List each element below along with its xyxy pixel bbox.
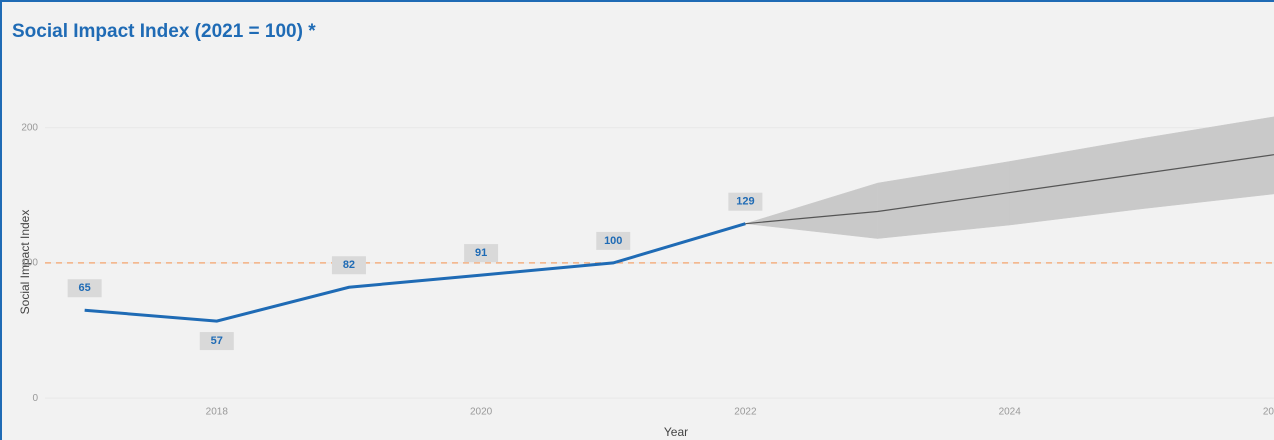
series-line bbox=[84, 222, 746, 323]
data-label: 100 bbox=[604, 235, 622, 247]
data-label: 57 bbox=[211, 335, 223, 347]
y-tick-label: 100 bbox=[21, 258, 38, 269]
data-label: 82 bbox=[343, 259, 355, 271]
label-box bbox=[728, 192, 763, 211]
y-axis-label: Social Impact Index bbox=[18, 210, 32, 315]
label-box bbox=[199, 332, 234, 351]
label-box bbox=[67, 279, 102, 298]
y-tick-label: 200 bbox=[21, 122, 38, 133]
forecast-band bbox=[745, 182, 878, 239]
forecast-band bbox=[1141, 116, 1274, 210]
x-tick-label: 2018 bbox=[206, 407, 229, 418]
label-box bbox=[331, 256, 366, 275]
x-axis-label: Year bbox=[664, 425, 688, 439]
data-label: 129 bbox=[736, 196, 754, 208]
forecast-band bbox=[1009, 138, 1143, 226]
y-tick-label: 0 bbox=[32, 393, 38, 404]
x-tick-label: 2022 bbox=[734, 407, 757, 418]
label-box bbox=[596, 231, 631, 250]
label-box bbox=[464, 244, 499, 263]
x-tick-label: 2026 bbox=[1263, 407, 1274, 418]
x-tick-label: 2020 bbox=[470, 407, 493, 418]
forecast-band bbox=[877, 161, 1010, 239]
data-label: 91 bbox=[475, 247, 487, 259]
series-line bbox=[745, 154, 1274, 225]
data-label: 65 bbox=[79, 282, 91, 294]
x-tick-label: 2024 bbox=[999, 407, 1022, 418]
chart-title: Social Impact Index (2021 = 100) * bbox=[12, 21, 316, 42]
